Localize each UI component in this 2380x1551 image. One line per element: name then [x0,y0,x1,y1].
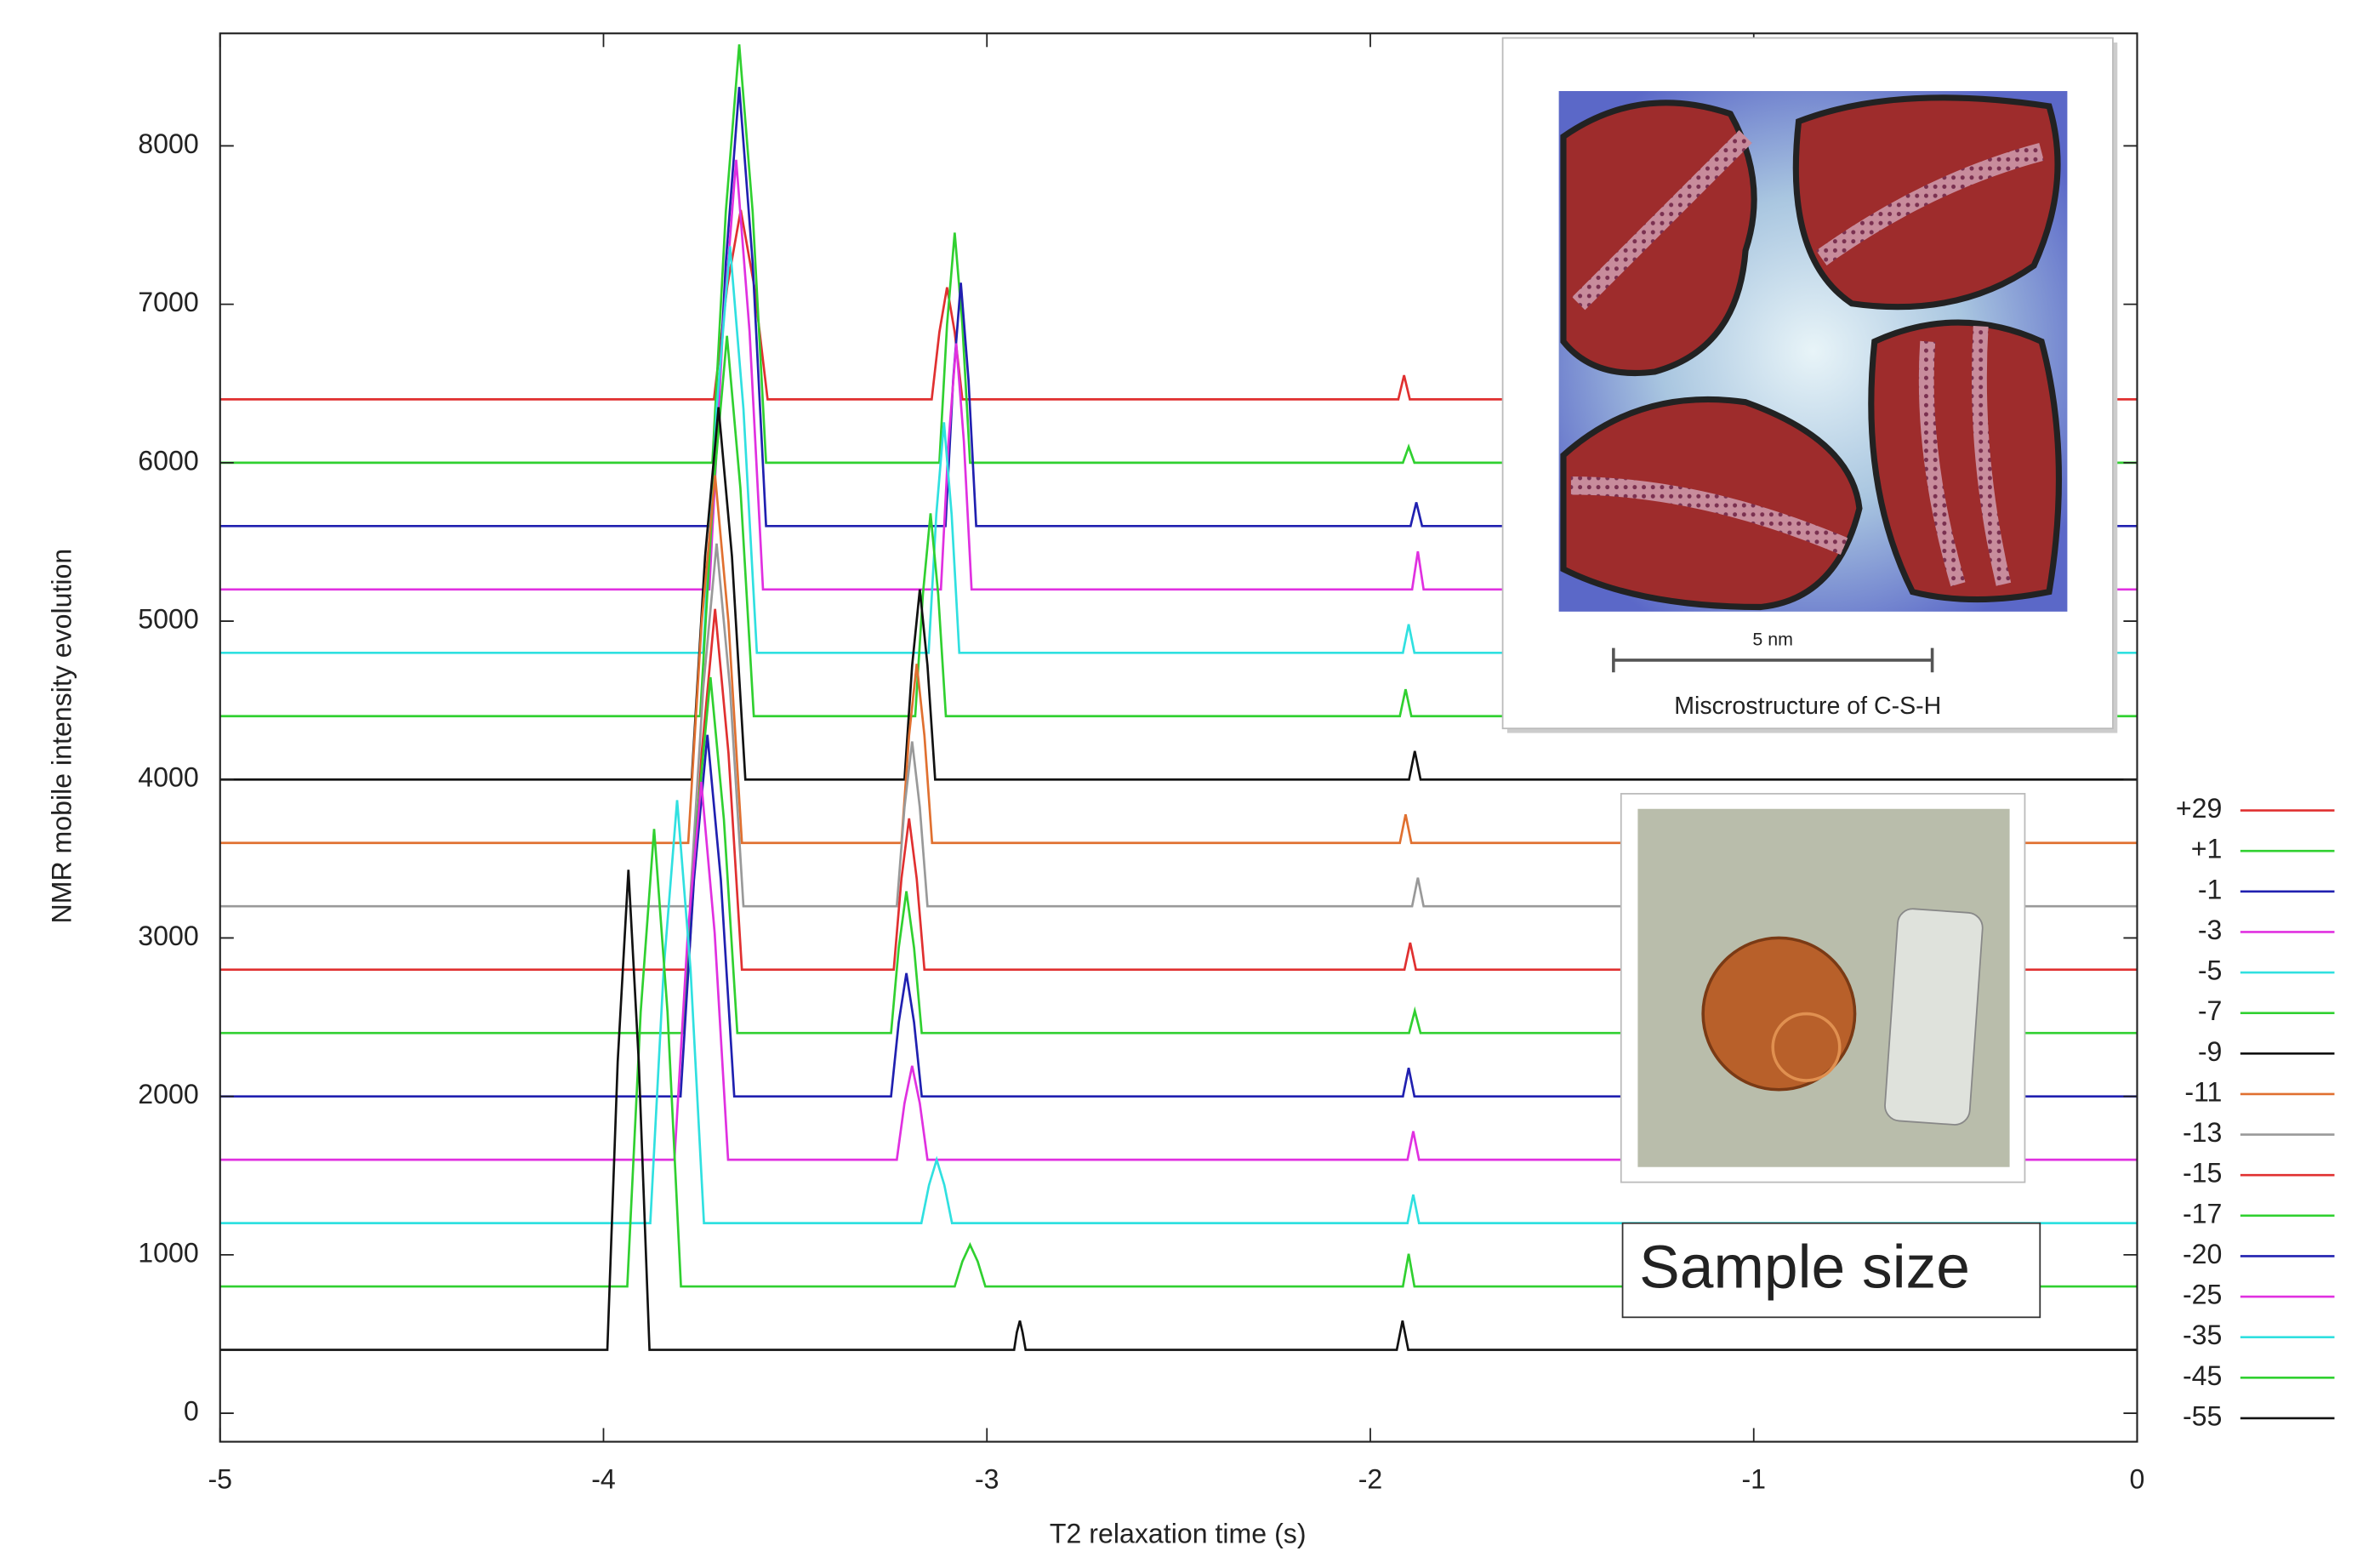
series-line [219,608,2138,972]
x-tick-label: -4 [591,1463,616,1494]
series-line [219,734,2138,1098]
legend-label: -25 [2183,1280,2222,1310]
x-tick-label: -2 [1358,1463,1383,1494]
scale-bar [1612,647,1934,673]
legend-label: -11 [2184,1076,2222,1107]
y-axis-label: NMR mobile intensity evolution [46,549,77,924]
y-tick-label: 3000 [138,921,198,951]
y-tick-label: 0 [184,1396,199,1427]
legend-label: -15 [2183,1158,2222,1189]
legend-label: -13 [2183,1117,2222,1148]
y-tick-label: 2000 [138,1079,198,1109]
x-tick-label: -5 [208,1463,232,1494]
y-tick-label: 1000 [138,1237,198,1268]
grain-layer [1570,476,1848,556]
legend-label: +1 [2191,834,2223,864]
series-line [219,829,2138,1288]
series-line [219,543,2138,908]
plot-area: -5 -4 -3 -2 -1 0 0 1000 2000 3000 4000 5000 6000 7000… [138,32,2145,1494]
series-line [219,676,2138,1035]
legend-label: +29 [2176,793,2222,824]
legend-label: -17 [2183,1198,2222,1229]
y-tick-label: 8000 [138,128,198,159]
coin-detail [1771,1012,1842,1082]
y-tick-label: 7000 [138,287,198,317]
grain [1868,319,2063,603]
series-line [219,246,2138,654]
series-line [219,335,2138,718]
legend-label: -35 [2183,1320,2222,1350]
x-tick-label: -1 [1741,1463,1766,1494]
legend-label: -3 [2198,915,2223,945]
grain-layer [1816,143,2044,265]
coin [1701,936,1857,1092]
annotation-text: Sample size [1639,1234,1970,1302]
y-tick-label: 4000 [138,762,198,793]
y-tick-label: 5000 [138,604,198,635]
plot-frame [219,32,2138,1443]
sample-cylinder [1884,908,1984,1126]
scale-label: 5 nm [1752,629,1793,649]
series-line [219,44,2138,465]
series-line [219,407,2138,781]
series-line [219,475,2138,845]
legend-label: -7 [2198,995,2223,1026]
legend-label: -45 [2183,1360,2222,1391]
legend-label: -20 [2183,1239,2222,1269]
legend-label: -5 [2198,955,2223,986]
y-tick-label: 6000 [138,445,198,476]
microstructure-inset: 5 nm Miscrostructure of C-S-H [1501,37,2118,733]
x-axis-label: T2 relaxation time (s) [1050,1519,1307,1549]
legend-label: -55 [2183,1400,2222,1431]
series-line [219,781,2138,1161]
legend-label: -9 [2198,1036,2223,1067]
series-line [219,800,2138,1224]
x-tick-label: 0 [2130,1463,2145,1494]
photo-inset [1620,793,2026,1183]
legend-label: -1 [2198,874,2223,904]
x-tick-label: -3 [975,1463,999,1494]
annotation-box [1621,1222,2041,1319]
series-line [219,870,2138,1351]
inset-caption: Miscrostructure of C-S-H [1674,693,1941,720]
grain-layer [1918,325,2012,587]
grain-layer [1572,129,1752,311]
